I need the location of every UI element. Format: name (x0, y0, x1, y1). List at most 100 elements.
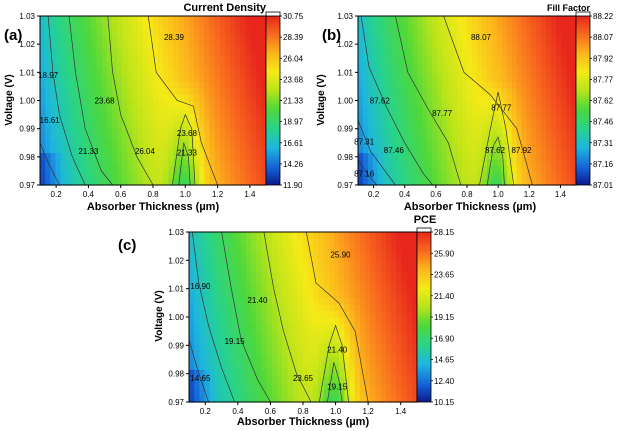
heatmap-cell (392, 178, 399, 186)
heatmap-cell (204, 369, 211, 377)
heatmap-cell (287, 375, 294, 383)
heatmap-cell (452, 120, 458, 128)
heatmap-cell (486, 16, 493, 24)
heatmap-cell (396, 238, 403, 246)
heatmap-cell (481, 165, 488, 173)
colorbar-tick-label: 87.16 (593, 160, 614, 169)
heatmap-cell (344, 349, 351, 357)
heatmap-cell (163, 29, 170, 37)
heatmap-cell (556, 133, 562, 141)
heatmap-cell (387, 68, 394, 76)
heatmap-cell (402, 61, 409, 69)
heatmap-cell (511, 172, 518, 180)
heatmap-cell (313, 251, 320, 259)
heatmap-cell (365, 271, 371, 279)
heatmap-cell (183, 61, 190, 69)
heatmap-cell (142, 81, 149, 89)
heatmap-cell (412, 133, 419, 141)
heatmap-cell (531, 68, 537, 76)
heatmap-cell (344, 382, 351, 390)
heatmap-cell (188, 35, 195, 43)
heatmap-cell (481, 68, 488, 76)
heatmap-cell (256, 297, 263, 305)
heatmap-cell (334, 349, 340, 357)
heatmap-cell (132, 55, 139, 63)
heatmap-cell (437, 159, 443, 167)
heatmap-cell (199, 330, 206, 338)
heatmap-cell (365, 238, 371, 246)
heatmap-cell (60, 48, 67, 56)
heatmap-cell (442, 107, 448, 115)
heatmap-cell (571, 81, 577, 89)
heatmap-cell (427, 120, 433, 128)
heatmap-cell (277, 238, 283, 246)
heatmap-cell (387, 55, 394, 63)
heatmap-cell (245, 172, 252, 180)
heatmap-cell (556, 55, 562, 63)
heatmap-cell (303, 264, 309, 272)
heatmap-cell (566, 152, 572, 160)
heatmap-cell (370, 330, 377, 338)
heatmap-cell (147, 120, 154, 128)
heatmap-cell (407, 87, 414, 95)
heatmap-cell (204, 159, 211, 167)
heatmap-cell (142, 159, 149, 167)
heatmap-cell (106, 29, 113, 37)
heatmap-cell (308, 323, 314, 331)
heatmap-cell (153, 146, 159, 154)
heatmap-cell (189, 362, 195, 370)
heatmap-cell (516, 172, 523, 180)
heatmap-cell (96, 100, 103, 108)
heatmap-cell (230, 81, 236, 89)
heatmap-cell (142, 48, 149, 56)
heatmap-cell (199, 336, 206, 344)
heatmap-cell (91, 165, 98, 173)
heatmap-cell (277, 290, 283, 298)
heatmap-cell (417, 55, 423, 63)
heatmap-cell (506, 178, 513, 186)
heatmap-cell (194, 94, 200, 102)
heatmap-cell (561, 87, 567, 95)
heatmap-cell (194, 343, 200, 351)
heatmap-cell (377, 120, 384, 128)
heatmap-cell (287, 323, 294, 331)
heatmap-cell (417, 100, 423, 108)
heatmap-cell (354, 336, 361, 344)
heatmap-cell (147, 126, 154, 134)
heatmap-cell (561, 48, 567, 56)
heatmap-cell (411, 349, 418, 357)
contour-line (443, 15, 533, 186)
heatmap-cell (422, 42, 428, 50)
heatmap-cell (132, 42, 139, 50)
heatmap-cell (541, 22, 547, 30)
heatmap-cell (219, 165, 226, 173)
heatmap-cell (318, 277, 325, 285)
heatmap-cell (462, 120, 468, 128)
heatmap-cell (261, 330, 268, 338)
heatmap-cell (163, 178, 170, 186)
heatmap-cell (375, 232, 382, 240)
heatmap-cell (277, 310, 283, 318)
heatmap-cell (158, 100, 164, 108)
heatmap-cell (209, 139, 216, 147)
heatmap-cell (260, 133, 267, 141)
x-tick-label: 0.4 (399, 190, 411, 199)
heatmap-cell (209, 113, 216, 121)
heatmap-cell (541, 152, 547, 160)
heatmap-cell (401, 264, 408, 272)
heatmap-cell (230, 126, 236, 134)
heatmap-cell (50, 107, 57, 115)
heatmap-cell (137, 55, 144, 63)
heatmap-cell (422, 16, 428, 24)
heatmap-cell (245, 29, 252, 37)
heatmap-cell (245, 113, 252, 121)
heatmap-cell (397, 100, 404, 108)
heatmap-cell (566, 113, 572, 121)
heatmap-cell (571, 120, 577, 128)
heatmap-cell (382, 126, 389, 134)
heatmap-cell (536, 120, 542, 128)
heatmap-cell (339, 303, 346, 312)
heatmap-cell (282, 284, 289, 292)
heatmap-cell (541, 159, 547, 167)
heatmap-cell (391, 264, 397, 272)
